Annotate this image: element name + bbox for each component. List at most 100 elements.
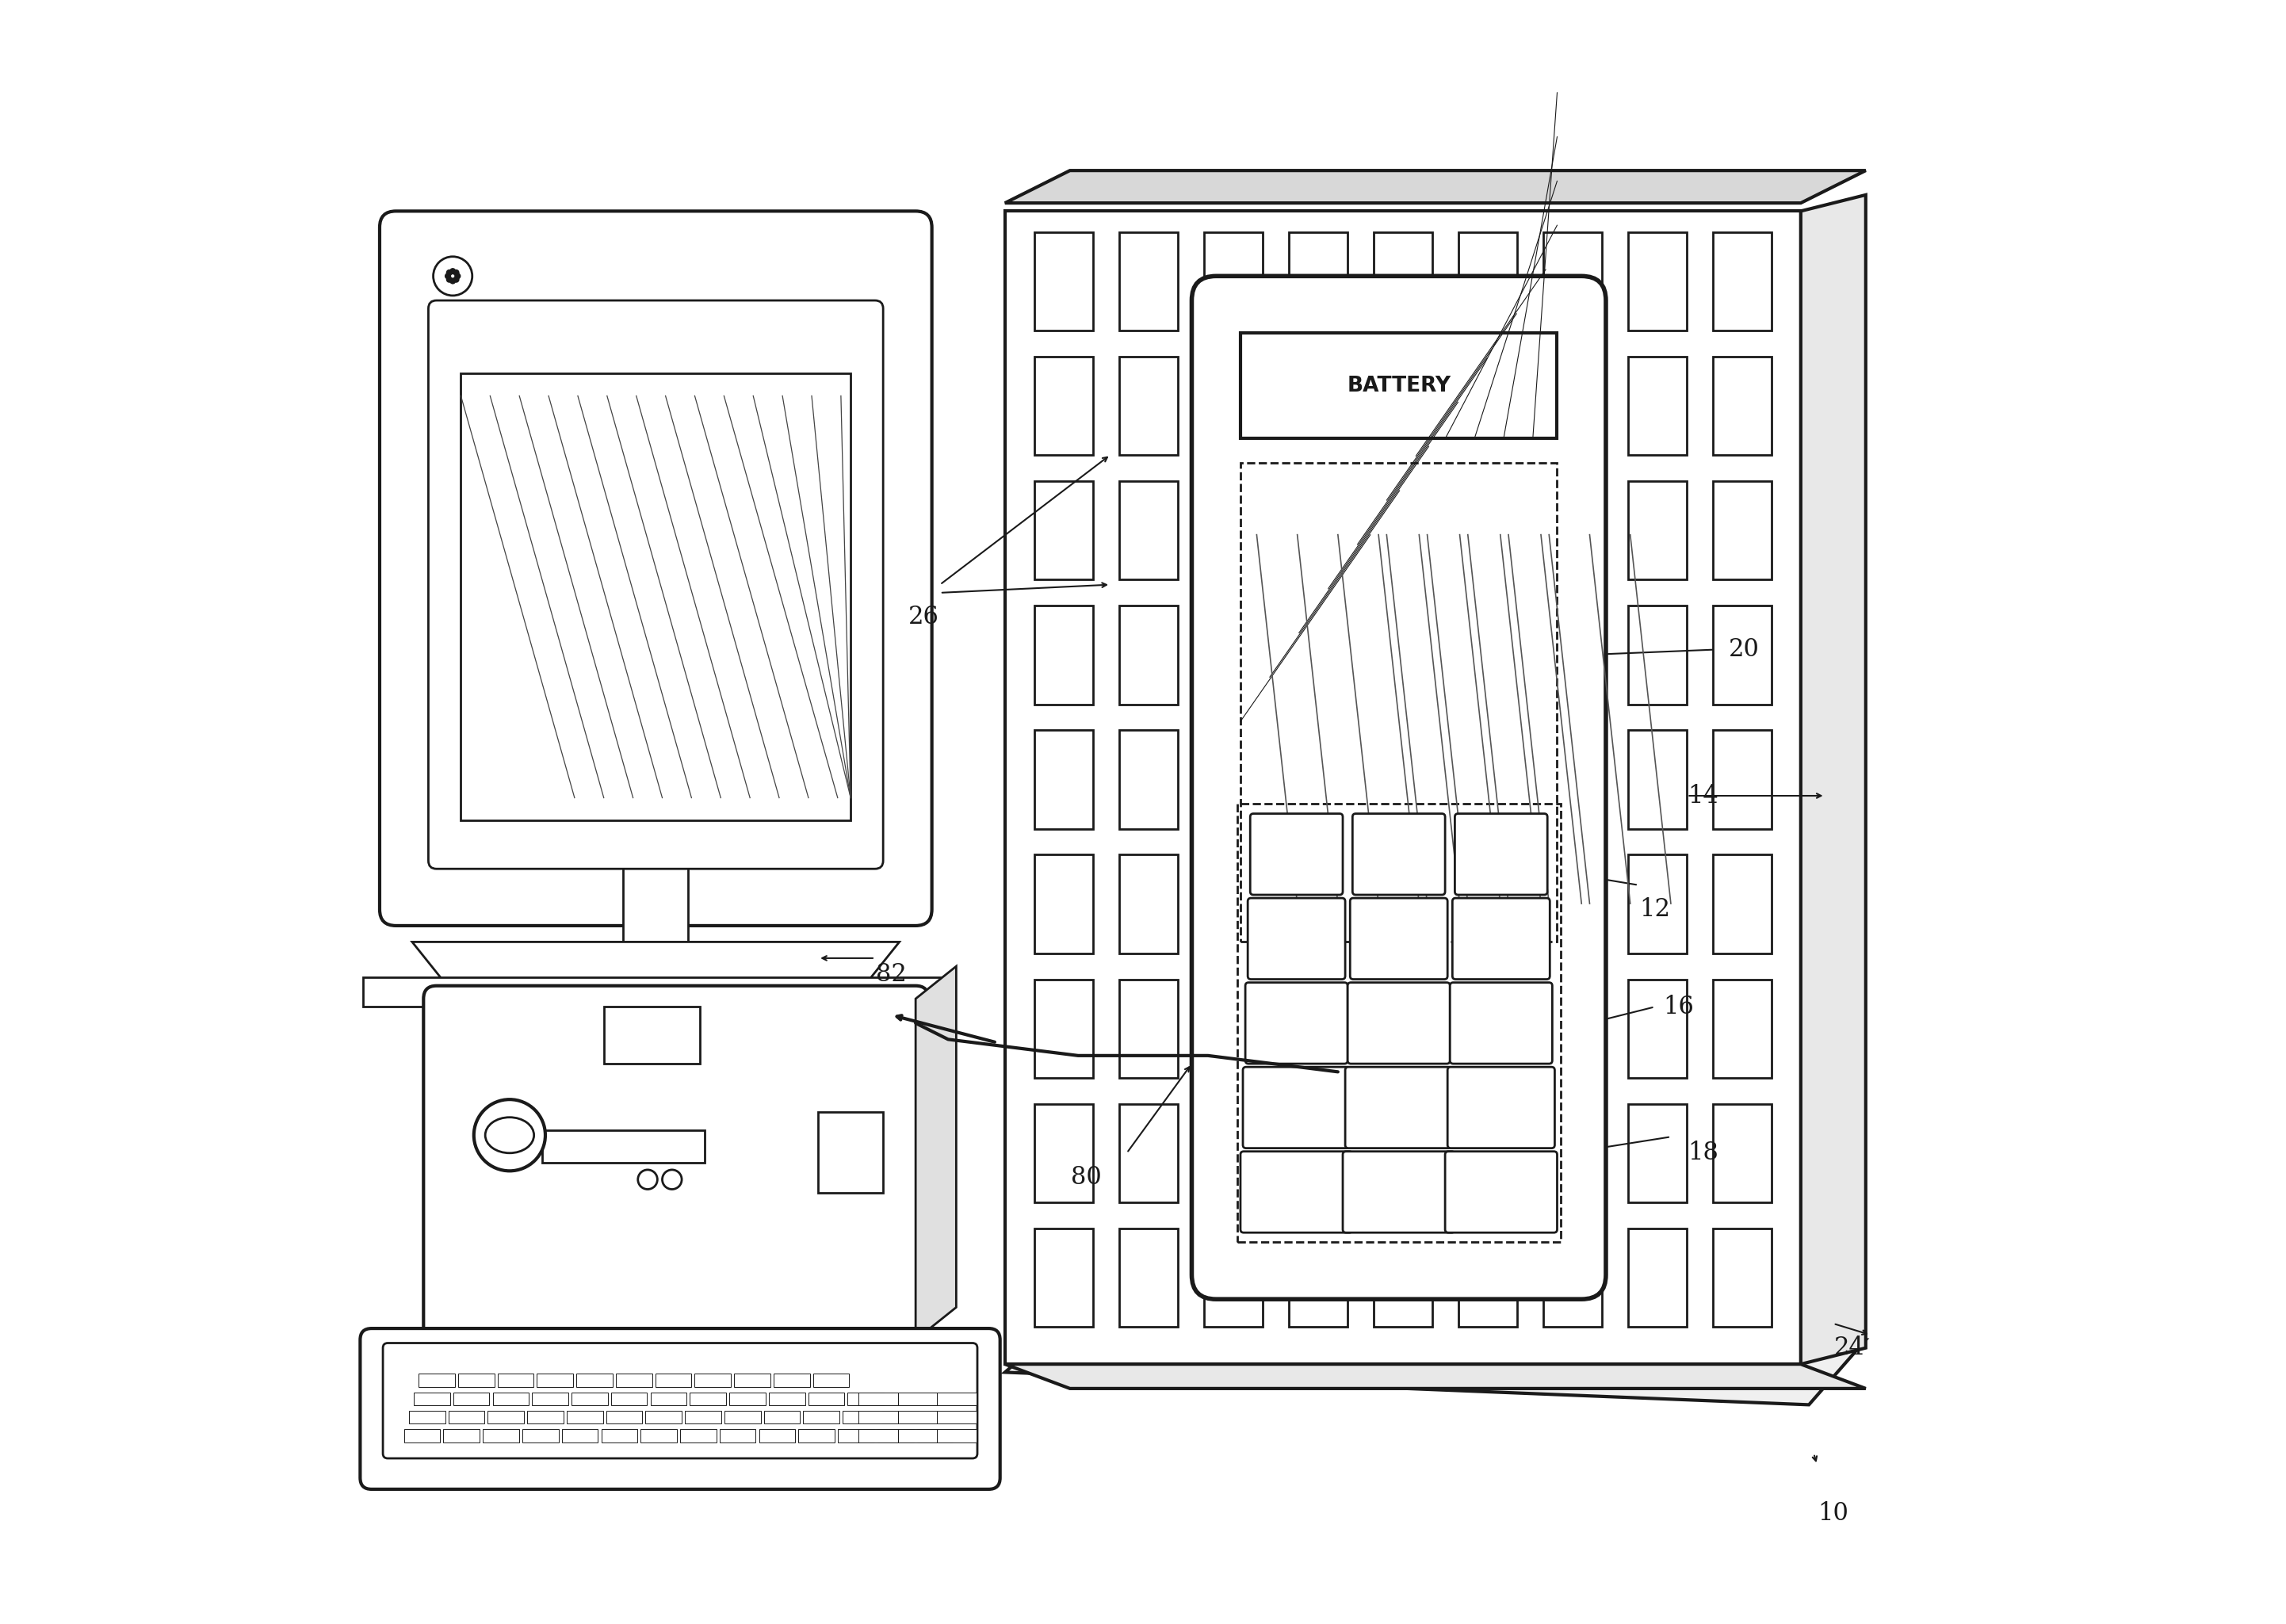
Bar bbox=[1289, 979, 1346, 1078]
FancyBboxPatch shape bbox=[1191, 276, 1605, 1299]
Bar bbox=[1033, 357, 1093, 455]
Bar bbox=[1458, 357, 1518, 455]
Polygon shape bbox=[1006, 211, 1801, 1364]
Bar bbox=[576, 1374, 613, 1387]
Bar bbox=[764, 1410, 800, 1424]
Bar bbox=[1033, 979, 1093, 1078]
Bar bbox=[844, 1410, 878, 1424]
FancyBboxPatch shape bbox=[361, 1328, 999, 1489]
Bar bbox=[1289, 854, 1346, 953]
Bar bbox=[443, 1429, 480, 1442]
Bar bbox=[1033, 854, 1093, 953]
FancyBboxPatch shape bbox=[1445, 1151, 1557, 1233]
Bar bbox=[1628, 1228, 1687, 1327]
Bar bbox=[1374, 1104, 1433, 1202]
Bar bbox=[610, 1392, 647, 1406]
Bar bbox=[1289, 606, 1346, 705]
Bar bbox=[814, 1374, 850, 1387]
Bar bbox=[533, 1392, 569, 1406]
Circle shape bbox=[446, 270, 453, 276]
Bar bbox=[1543, 481, 1602, 580]
Bar bbox=[1205, 232, 1262, 331]
Bar bbox=[1374, 232, 1433, 331]
Bar bbox=[759, 1429, 796, 1442]
Circle shape bbox=[473, 1099, 546, 1171]
FancyBboxPatch shape bbox=[1250, 814, 1342, 895]
FancyBboxPatch shape bbox=[1241, 1151, 1353, 1233]
FancyBboxPatch shape bbox=[1344, 1067, 1452, 1148]
Bar bbox=[1205, 854, 1262, 953]
Circle shape bbox=[450, 278, 455, 284]
Polygon shape bbox=[1006, 1324, 1865, 1405]
Bar bbox=[690, 1392, 727, 1406]
Bar bbox=[1628, 854, 1687, 953]
Text: 20: 20 bbox=[1728, 637, 1760, 663]
Bar bbox=[1033, 1228, 1093, 1327]
Bar bbox=[734, 1374, 770, 1387]
Bar bbox=[1205, 979, 1262, 1078]
Bar bbox=[1120, 357, 1177, 455]
Bar bbox=[937, 1429, 976, 1442]
Bar bbox=[1289, 357, 1346, 455]
Bar bbox=[768, 1392, 805, 1406]
Bar bbox=[521, 1429, 558, 1442]
Bar bbox=[1374, 1228, 1433, 1327]
Polygon shape bbox=[1006, 171, 1865, 203]
Bar bbox=[860, 1429, 898, 1442]
Bar bbox=[898, 1429, 937, 1442]
Circle shape bbox=[455, 273, 462, 279]
Ellipse shape bbox=[485, 1117, 535, 1153]
Bar bbox=[624, 861, 688, 950]
Bar bbox=[860, 1392, 898, 1406]
Text: 26: 26 bbox=[908, 604, 940, 630]
Bar bbox=[1712, 854, 1772, 953]
FancyBboxPatch shape bbox=[1248, 898, 1344, 979]
Bar bbox=[1374, 481, 1433, 580]
Bar bbox=[839, 1429, 873, 1442]
Text: 24: 24 bbox=[1833, 1335, 1865, 1361]
Bar bbox=[567, 1410, 604, 1424]
Bar bbox=[1458, 1228, 1518, 1327]
Bar bbox=[645, 1410, 681, 1424]
Bar bbox=[818, 1112, 882, 1194]
Bar bbox=[729, 1392, 766, 1406]
Circle shape bbox=[450, 268, 455, 274]
Bar bbox=[542, 1130, 704, 1163]
Polygon shape bbox=[917, 966, 956, 1340]
Bar bbox=[1543, 1228, 1602, 1327]
Bar bbox=[1458, 232, 1518, 331]
FancyBboxPatch shape bbox=[1353, 814, 1445, 895]
Bar bbox=[1712, 357, 1772, 455]
Bar bbox=[882, 1410, 919, 1424]
Bar bbox=[1628, 1104, 1687, 1202]
FancyBboxPatch shape bbox=[1246, 983, 1349, 1064]
Bar bbox=[1205, 731, 1262, 828]
Bar bbox=[848, 1392, 885, 1406]
Circle shape bbox=[663, 1169, 681, 1189]
Bar bbox=[1543, 854, 1602, 953]
FancyBboxPatch shape bbox=[1351, 898, 1447, 979]
Bar bbox=[409, 1410, 446, 1424]
Bar bbox=[1120, 854, 1177, 953]
Bar bbox=[1120, 1228, 1177, 1327]
Circle shape bbox=[453, 270, 459, 276]
Bar bbox=[1120, 606, 1177, 705]
Bar bbox=[1628, 979, 1687, 1078]
Bar bbox=[1543, 606, 1602, 705]
Bar bbox=[686, 1410, 720, 1424]
Bar bbox=[448, 1410, 485, 1424]
Bar bbox=[640, 1429, 677, 1442]
Bar bbox=[937, 1410, 976, 1424]
FancyBboxPatch shape bbox=[427, 300, 882, 869]
Bar bbox=[1120, 731, 1177, 828]
FancyBboxPatch shape bbox=[382, 1343, 978, 1458]
Bar bbox=[720, 1429, 757, 1442]
Bar bbox=[917, 1429, 953, 1442]
Bar bbox=[802, 1410, 839, 1424]
Bar bbox=[1120, 481, 1177, 580]
Text: 12: 12 bbox=[1639, 896, 1671, 922]
Bar bbox=[1458, 606, 1518, 705]
Text: 16: 16 bbox=[1664, 994, 1694, 1020]
Bar bbox=[1543, 731, 1602, 828]
Bar bbox=[937, 1392, 976, 1406]
